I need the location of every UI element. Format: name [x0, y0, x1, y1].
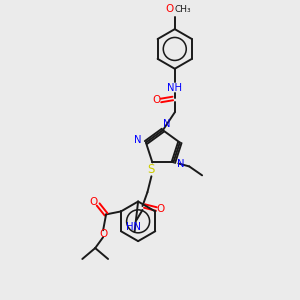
Text: N: N	[134, 134, 142, 145]
Text: HN: HN	[126, 222, 141, 232]
Text: O: O	[99, 229, 107, 239]
Text: N: N	[163, 119, 171, 129]
Text: O: O	[156, 204, 164, 214]
Text: N: N	[176, 159, 184, 170]
Text: S: S	[148, 163, 155, 176]
Text: O: O	[166, 4, 174, 14]
Text: NH: NH	[167, 82, 182, 93]
Text: O: O	[89, 196, 97, 206]
Text: O: O	[153, 95, 161, 106]
Text: CH₃: CH₃	[174, 5, 191, 14]
